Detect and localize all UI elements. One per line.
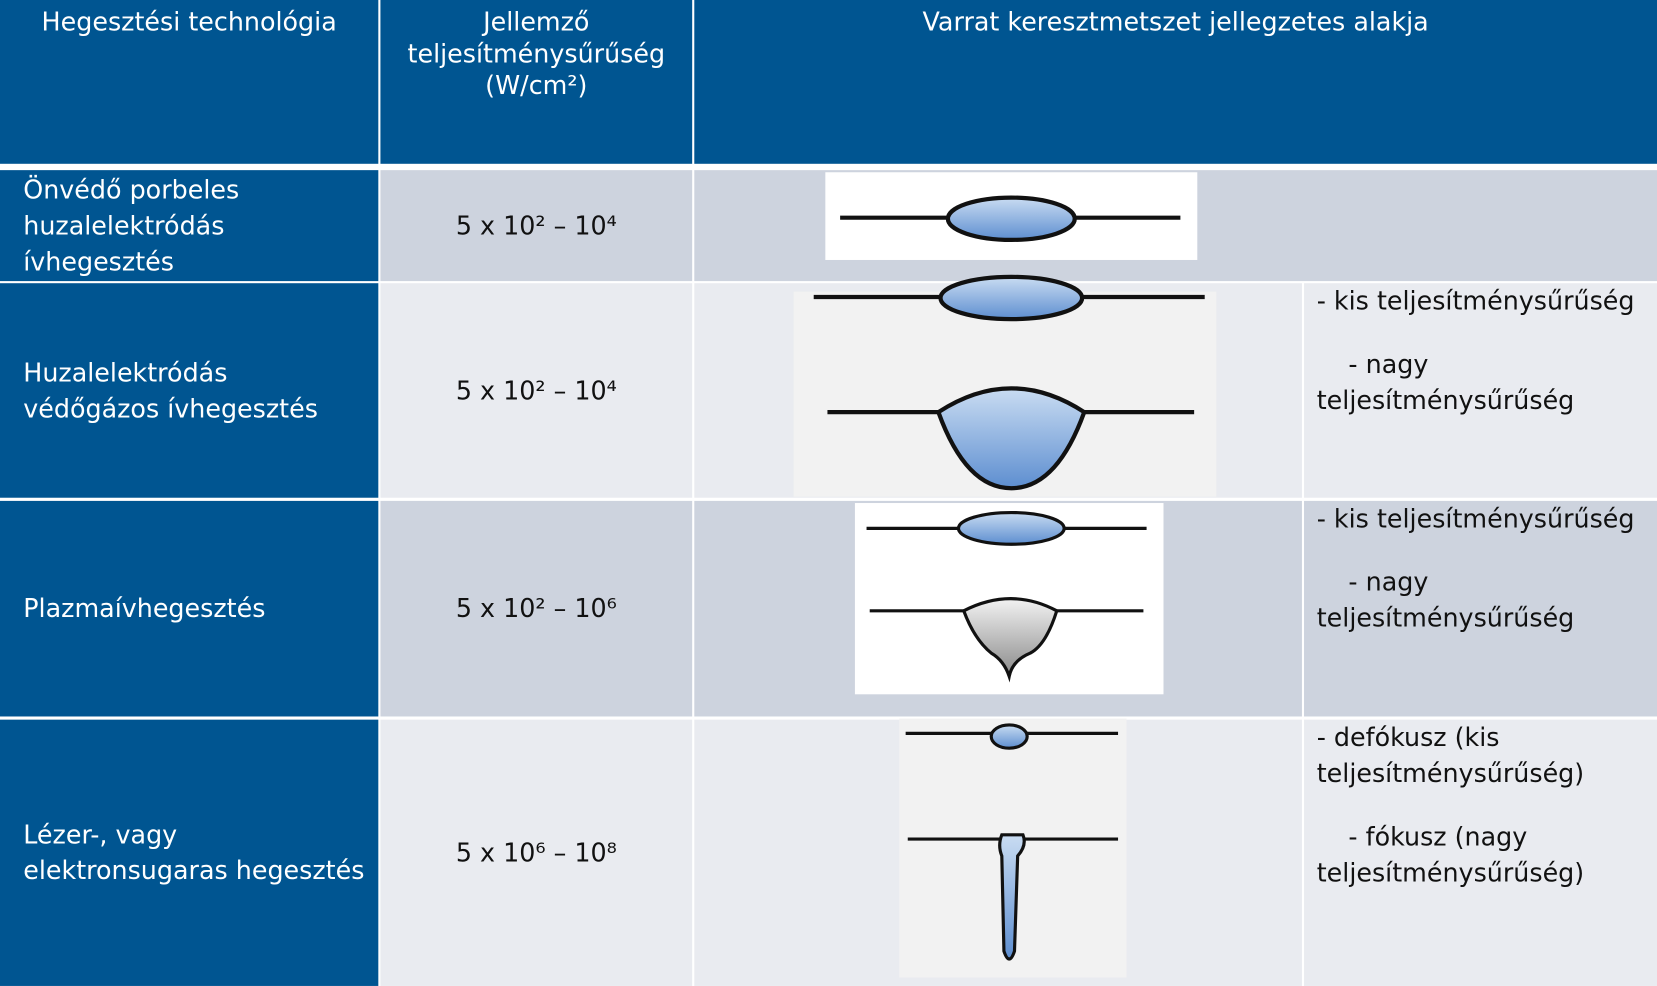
table: Hegesztési technológia Jellemző teljesít…	[0, 0, 1657, 986]
weld-shapes	[0, 0, 1657, 986]
shape-row-1	[825, 172, 1197, 260]
shape-row-3	[855, 503, 1164, 694]
shape-row-2	[794, 277, 1217, 497]
shape-row-4	[899, 719, 1126, 978]
page: Hegesztési technológia Jellemző teljesít…	[0, 0, 1657, 986]
